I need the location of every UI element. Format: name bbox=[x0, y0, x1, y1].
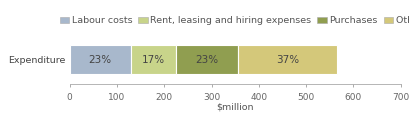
Legend: Labour costs, Rent, leasing and hiring expenses, Purchases, Other costs: Labour costs, Rent, leasing and hiring e… bbox=[60, 16, 409, 26]
Text: 37%: 37% bbox=[276, 55, 299, 65]
X-axis label: $million: $million bbox=[216, 103, 254, 112]
Bar bbox=[131, 45, 177, 74]
Text: 23%: 23% bbox=[196, 55, 219, 65]
Text: 17%: 17% bbox=[142, 55, 165, 65]
Text: 23%: 23% bbox=[89, 55, 112, 65]
Bar bbox=[238, 45, 337, 74]
Bar bbox=[177, 45, 238, 74]
Bar bbox=[70, 45, 131, 74]
